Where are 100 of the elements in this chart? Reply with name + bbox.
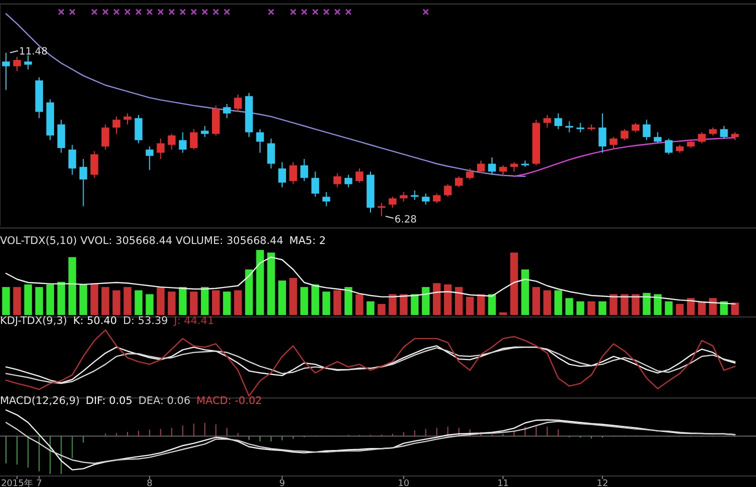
bar xyxy=(720,301,728,315)
bar xyxy=(278,280,286,315)
candlestick xyxy=(311,171,320,198)
chart-title: VOL-TDX(5,10) VVOL: 305668.44 VOLUME: 305668.44 xyxy=(0,235,284,247)
bar xyxy=(654,294,662,315)
bar xyxy=(356,294,364,315)
candlestick xyxy=(256,128,264,154)
candlestick xyxy=(598,112,606,154)
bar xyxy=(477,294,485,315)
candlestick xyxy=(190,128,198,150)
bar xyxy=(178,287,187,315)
x-tick-label: 9 xyxy=(279,479,286,487)
candlestick xyxy=(267,138,275,169)
annotation: 11.48 xyxy=(19,46,48,58)
bar xyxy=(234,290,242,315)
candlestick xyxy=(124,112,132,125)
candlestick xyxy=(356,168,364,184)
chart-title: KDJ-TDX(9,3) xyxy=(0,315,68,327)
candlestick xyxy=(664,138,673,155)
bar xyxy=(344,287,352,315)
bar xyxy=(378,304,386,315)
bar xyxy=(466,296,474,315)
bar xyxy=(267,252,275,315)
candlestick xyxy=(444,184,452,198)
candlestick xyxy=(488,156,496,176)
x-tick-label: 12 xyxy=(596,479,608,487)
bar xyxy=(620,294,628,315)
bar xyxy=(588,301,596,315)
candlestick xyxy=(112,116,120,134)
candlestick xyxy=(455,176,463,188)
bar xyxy=(444,284,452,315)
bar xyxy=(543,290,552,315)
candlestick xyxy=(510,162,518,172)
candlestick xyxy=(378,202,386,217)
candlestick xyxy=(134,114,142,144)
candlestick xyxy=(410,190,419,200)
bar xyxy=(488,294,496,315)
candlestick xyxy=(334,172,342,188)
candlestick xyxy=(477,160,485,174)
bar xyxy=(499,312,507,315)
candlestick xyxy=(344,174,352,188)
candlestick xyxy=(499,164,507,177)
bar xyxy=(400,294,408,315)
candlestick xyxy=(168,133,176,150)
candlestick xyxy=(543,114,552,128)
bar xyxy=(334,290,342,315)
bar xyxy=(632,294,640,315)
candlestick xyxy=(68,144,76,176)
bar xyxy=(256,250,264,315)
x-tick-label: 7 xyxy=(36,479,42,487)
candlestick xyxy=(178,132,187,154)
candlestick xyxy=(13,56,21,72)
candlestick xyxy=(698,132,706,144)
candlestick xyxy=(102,124,110,150)
bar xyxy=(455,287,463,315)
x-tick-label: 11 xyxy=(497,479,509,487)
bar xyxy=(422,287,430,315)
bar xyxy=(200,287,209,315)
bar xyxy=(289,278,298,315)
bar xyxy=(35,287,43,315)
candlestick xyxy=(57,119,66,154)
candlestick xyxy=(565,120,574,133)
bar xyxy=(709,298,717,315)
bar xyxy=(532,287,540,315)
text: DEA: 0.06 xyxy=(138,395,191,407)
bar xyxy=(13,287,21,315)
bar xyxy=(90,283,98,315)
bar xyxy=(212,290,220,315)
candlestick xyxy=(234,94,242,112)
bar xyxy=(190,292,198,315)
candlestick xyxy=(24,54,32,70)
bar xyxy=(102,287,110,315)
series-label: MA5: 2 xyxy=(289,235,326,247)
bar xyxy=(366,301,374,315)
bar xyxy=(731,302,739,315)
bar xyxy=(598,301,606,315)
bar xyxy=(156,287,164,315)
bar xyxy=(2,287,10,315)
bar xyxy=(146,294,154,315)
candlestick xyxy=(554,112,562,130)
annotation: 6.28 xyxy=(394,214,417,226)
candlestick xyxy=(466,168,474,180)
candlestick xyxy=(278,162,286,188)
bar xyxy=(686,298,695,315)
candlestick xyxy=(289,162,298,185)
chart-title: MACD(12,26,9) xyxy=(0,395,80,407)
bar xyxy=(68,257,76,315)
bar xyxy=(388,294,396,315)
bar xyxy=(124,287,132,315)
bar xyxy=(322,292,330,315)
candlestick xyxy=(156,138,164,160)
bar xyxy=(676,304,684,315)
series-label: K: 50.40 xyxy=(73,315,117,327)
candlestick xyxy=(422,193,430,206)
bar xyxy=(168,292,176,315)
bar xyxy=(554,290,562,315)
candlestick xyxy=(642,119,650,141)
bar xyxy=(410,294,419,315)
candlestick xyxy=(79,158,88,207)
candlestick xyxy=(610,136,618,150)
